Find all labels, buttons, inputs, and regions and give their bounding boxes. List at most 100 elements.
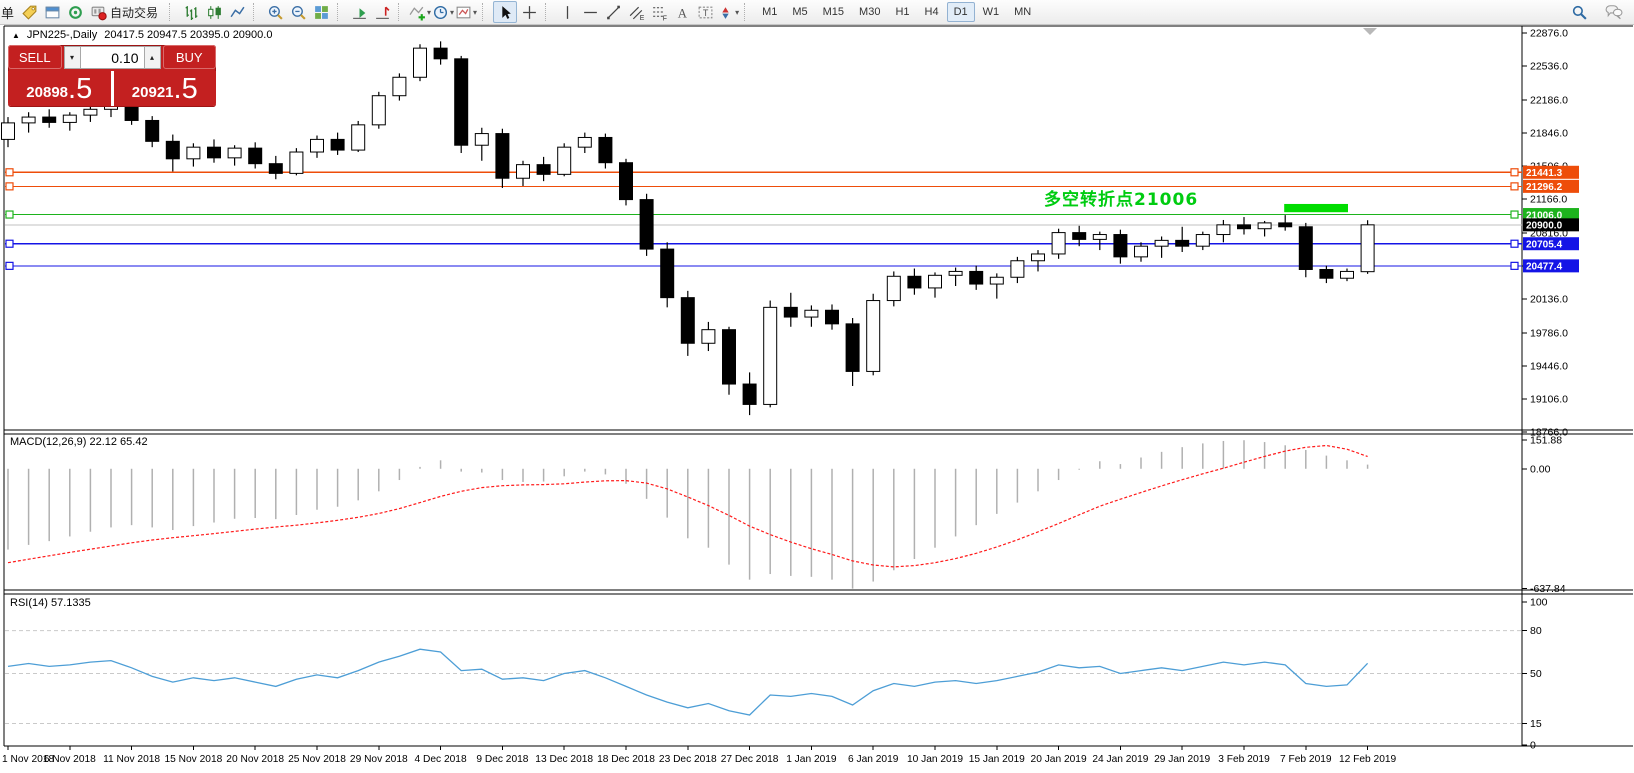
- autotrading-button[interactable]: 自动交易: [87, 2, 164, 22]
- timeframe-m5-button[interactable]: M5: [792, 6, 808, 18]
- timeframe-w1-button[interactable]: W1: [982, 6, 1000, 18]
- bar-chart-icon: [185, 5, 197, 20]
- candle: [557, 146, 572, 175]
- buy-button[interactable]: BUY: [162, 45, 216, 69]
- chart-annotation-text[interactable]: 多空转折点21006: [1044, 190, 1199, 210]
- line-handle[interactable]: [5, 210, 14, 219]
- crosshair-tool-button[interactable]: [518, 2, 540, 22]
- line-chart-button[interactable]: [226, 2, 248, 22]
- fibonacci-tool-button[interactable]: F: [648, 2, 670, 22]
- candle: [845, 323, 860, 372]
- rsi-line: [7, 648, 1369, 716]
- axis-tick-label: 151.88: [1530, 435, 1562, 447]
- line-handle[interactable]: [1510, 182, 1519, 191]
- timeframe-d1-button[interactable]: D1: [946, 2, 975, 22]
- horizontal-line-tool-button[interactable]: [579, 2, 601, 22]
- auto-scroll-button[interactable]: [348, 2, 370, 22]
- candle: [783, 306, 798, 318]
- timeframe-m30-button[interactable]: M30: [859, 6, 881, 18]
- line-handle[interactable]: [1510, 168, 1519, 177]
- toolbar-separator: [545, 3, 552, 21]
- candle: [207, 146, 221, 159]
- toolbar-separator: [253, 3, 260, 21]
- line-handle[interactable]: [5, 261, 14, 270]
- market-watch-button[interactable]: [41, 2, 63, 22]
- highlight-box[interactable]: [1284, 203, 1348, 213]
- text-tool-button[interactable]: A: [671, 2, 693, 22]
- timeframe-m1-button[interactable]: M1: [762, 6, 778, 18]
- ask-price-display[interactable]: 20921 .5: [113, 71, 216, 106]
- line-handle[interactable]: [5, 239, 14, 248]
- svg-text:E: E: [639, 14, 644, 20]
- axis-tick-label: 22536.0: [1530, 61, 1568, 73]
- bid-price-display[interactable]: 20898 .5: [8, 71, 111, 106]
- candle: [392, 76, 407, 97]
- text-label-icon: T: [698, 6, 712, 18]
- line-handle[interactable]: [1510, 239, 1519, 248]
- line-handle[interactable]: [1510, 210, 1519, 219]
- timeframe-m15-button[interactable]: M15: [822, 6, 845, 18]
- svg-text:T: T: [702, 8, 708, 18]
- arrows-icon: [722, 6, 729, 19]
- zoom-out-button[interactable]: [287, 2, 309, 22]
- timeframe-h1-button[interactable]: H1: [895, 6, 910, 18]
- chart-canvas[interactable]: 22876.022536.022186.021846.021506.021166…: [0, 24, 1634, 773]
- date-label: 15 Jan 2019: [969, 754, 1025, 765]
- market-watch-icon: [45, 6, 59, 18]
- candle: [763, 306, 778, 405]
- date-label: 18 Dec 2018: [597, 754, 655, 765]
- volume-decrease-button[interactable]: ▾: [63, 46, 81, 69]
- axis-tick-label: 19106.0: [1530, 393, 1568, 405]
- candle: [1092, 234, 1107, 240]
- price-level-label-text: 21296.2: [1526, 182, 1563, 193]
- trendline-tool-button[interactable]: [602, 2, 624, 22]
- toolbar-separator: [337, 3, 344, 21]
- tile-windows-button[interactable]: [310, 2, 332, 22]
- chart-shift-marker[interactable]: [1363, 28, 1377, 35]
- date-label: 27 Dec 2018: [721, 754, 779, 765]
- chart-shift-icon: [375, 6, 389, 19]
- bar-chart-button[interactable]: [180, 2, 202, 22]
- svg-text:A: A: [677, 6, 687, 20]
- new-order-button[interactable]: [18, 2, 40, 22]
- candlestick-chart-button[interactable]: [203, 2, 225, 22]
- text-label-tool-button[interactable]: T: [694, 2, 716, 22]
- volume-input[interactable]: [80, 46, 144, 69]
- equidistant-channel-tool-button[interactable]: E: [625, 2, 647, 22]
- zoom-out-icon: [291, 5, 306, 20]
- search-button[interactable]: [1568, 2, 1590, 22]
- candle: [371, 95, 386, 126]
- date-label: 23 Dec 2018: [659, 754, 717, 765]
- zoom-in-button[interactable]: [264, 2, 286, 22]
- price-level-label: [1523, 179, 1579, 193]
- line-handle[interactable]: [5, 168, 14, 177]
- menu-fragment[interactable]: 单: [1, 5, 15, 21]
- axis-tick-label: 15: [1530, 718, 1542, 730]
- symbol-name: JPN225-,Daily: [26, 29, 98, 41]
- arrows-tool-button[interactable]: ▾: [717, 2, 739, 22]
- candle: [722, 329, 736, 385]
- vertical-line-tool-button[interactable]: [556, 2, 578, 22]
- line-handle[interactable]: [1510, 261, 1519, 270]
- candle: [1319, 268, 1334, 279]
- sell-button[interactable]: SELL: [8, 45, 62, 69]
- candle: [83, 108, 98, 116]
- candle: [1278, 222, 1293, 228]
- chat-button[interactable]: [1602, 2, 1624, 22]
- templates-button[interactable]: ▾: [455, 2, 477, 22]
- candle: [825, 309, 839, 325]
- indicators-button[interactable]: ▾: [409, 2, 431, 22]
- collapse-panel-arrow-icon[interactable]: ▲: [12, 30, 20, 40]
- line-handle[interactable]: [5, 182, 14, 191]
- timeframe-h4-button[interactable]: H4: [924, 6, 939, 18]
- navigator-button[interactable]: [64, 2, 86, 22]
- timeframe-mn-button[interactable]: MN: [1014, 6, 1032, 18]
- cursor-tool-button[interactable]: [493, 1, 518, 23]
- volume-increase-button[interactable]: ▴: [143, 46, 161, 69]
- chart-shift-button[interactable]: [371, 2, 393, 22]
- periods-button[interactable]: ▾: [432, 2, 454, 22]
- candle: [598, 136, 613, 164]
- candle: [227, 147, 242, 159]
- candlestick-chart-icon: [207, 5, 221, 19]
- candle: [1154, 239, 1169, 247]
